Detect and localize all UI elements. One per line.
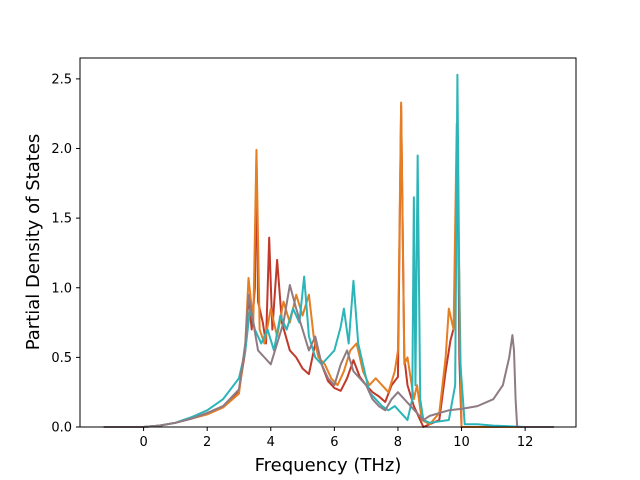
x-axis-ticks: 0 2 4 6 8 10 12 xyxy=(139,427,533,450)
y-tick-label: 0.0 xyxy=(51,421,72,436)
y-tick-label: 1.5 xyxy=(51,212,72,227)
x-axis-label: Frequency (THz) xyxy=(255,455,402,476)
plot-frame xyxy=(79,57,577,428)
x-tick-label: 6 xyxy=(330,435,338,450)
x-tick-label: 12 xyxy=(517,435,534,450)
y-tick-label: 2.0 xyxy=(51,142,72,157)
y-axis-label: Partial Density of States xyxy=(23,134,44,351)
x-tick-label: 8 xyxy=(394,435,402,450)
x-tick-label: 4 xyxy=(267,435,275,450)
y-tick-label: 1.0 xyxy=(51,281,72,296)
x-tick-label: 10 xyxy=(453,435,470,450)
y-tick-label: 0.5 xyxy=(51,351,72,366)
x-tick-label: 2 xyxy=(203,435,211,450)
series-layer xyxy=(103,73,554,428)
series-line-3 xyxy=(103,73,554,428)
series-line-4 xyxy=(103,283,554,428)
y-tick-label: 2.5 xyxy=(51,72,72,87)
y-axis-ticks: 0.0 0.5 1.0 1.5 2.0 2.5 xyxy=(51,72,80,436)
x-tick-label: 0 xyxy=(139,435,147,450)
